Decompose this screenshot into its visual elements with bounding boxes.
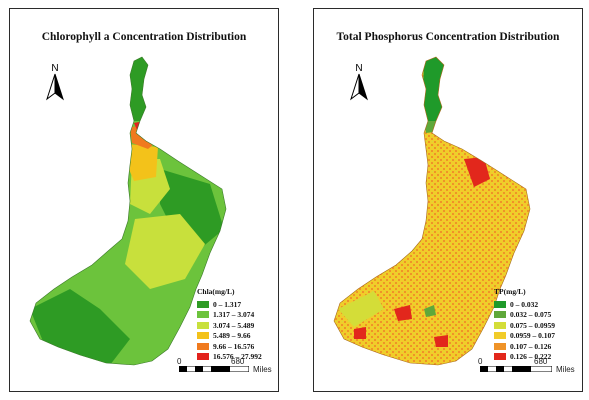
legend-swatch (494, 300, 506, 308)
legend-swatch (197, 311, 209, 319)
legend-item: 0.107 – 0.126 (494, 341, 555, 352)
legend-item: 3.074 – 5.489 (197, 320, 262, 331)
legend-item: 0.032 – 0.075 (494, 310, 555, 321)
scale-start-label: 0 (478, 357, 483, 366)
chla-central-mid (125, 214, 205, 289)
tp-arm-transition (424, 121, 442, 133)
chla-legend: Chla(mg/L) 0 – 1.317 1.317 – 3.074 3.074… (197, 287, 262, 362)
legend-swatch (197, 321, 209, 329)
chla-bay-high (128, 144, 158, 181)
scale-unit-label: Miles (253, 365, 272, 374)
legend-swatch (494, 342, 506, 350)
scale-bar-graphic (480, 366, 552, 372)
legend-item: 0.0959 – 0.107 (494, 331, 555, 342)
legend-item: 0.075 – 0.0959 (494, 320, 555, 331)
legend-item: 9.66 – 16.576 (197, 341, 262, 352)
north-arrow-icon: N (46, 63, 64, 101)
north-label: N (51, 63, 58, 74)
tp-hotspot-southeast (434, 335, 448, 347)
chla-legend-title: Chla(mg/L) (197, 287, 235, 296)
tp-west-low (338, 291, 384, 327)
legend-swatch (494, 321, 506, 329)
scale-end-label: 680 (231, 357, 245, 366)
legend-swatch (494, 311, 506, 319)
scale-start-label: 0 (177, 357, 182, 366)
legend-item: 1.317 – 3.074 (197, 310, 262, 321)
legend-swatch (494, 332, 506, 340)
legend-item: 0 – 0.032 (494, 299, 555, 310)
chla-map-title: Chlorophyll a Concentration Distribution (41, 31, 247, 43)
scale-end-label: 680 (534, 357, 548, 366)
legend-swatch (197, 353, 209, 361)
north-arrow-icon: N (350, 63, 368, 101)
legend-item: 16.576 – 27.992 (197, 352, 262, 363)
scale-unit-label: Miles (556, 365, 575, 374)
legend-item: 0 – 1.317 (197, 299, 262, 310)
tp-hotspot-south (394, 305, 412, 321)
tp-map-panel: Total Phosphorus Concentration Distribut… (313, 8, 583, 392)
tp-hotspot-north (464, 157, 490, 187)
legend-swatch (197, 300, 209, 308)
tp-legend-title: TP(mg/L) (494, 287, 526, 296)
tp-legend: TP(mg/L) 0 – 0.032 0.032 – 0.075 0.075 –… (494, 287, 555, 362)
tp-patch-low (424, 305, 436, 317)
tp-north-arm (422, 57, 446, 121)
legend-item: 5.489 – 9.66 (197, 331, 262, 342)
chla-north-arm (128, 57, 150, 121)
north-label: N (355, 63, 362, 74)
tp-map-title: Total Phosphorus Concentration Distribut… (336, 31, 560, 43)
tp-hotspot-southwest (354, 327, 366, 339)
legend-swatch (494, 353, 506, 361)
chla-map-panel: Chlorophyll a Concentration Distribution… (9, 8, 279, 392)
legend-item: 0.126 – 0.222 (494, 352, 555, 363)
scale-bar-graphic (179, 366, 249, 372)
legend-swatch (197, 342, 209, 350)
legend-swatch (197, 332, 209, 340)
chla-lake-map (29, 56, 227, 366)
